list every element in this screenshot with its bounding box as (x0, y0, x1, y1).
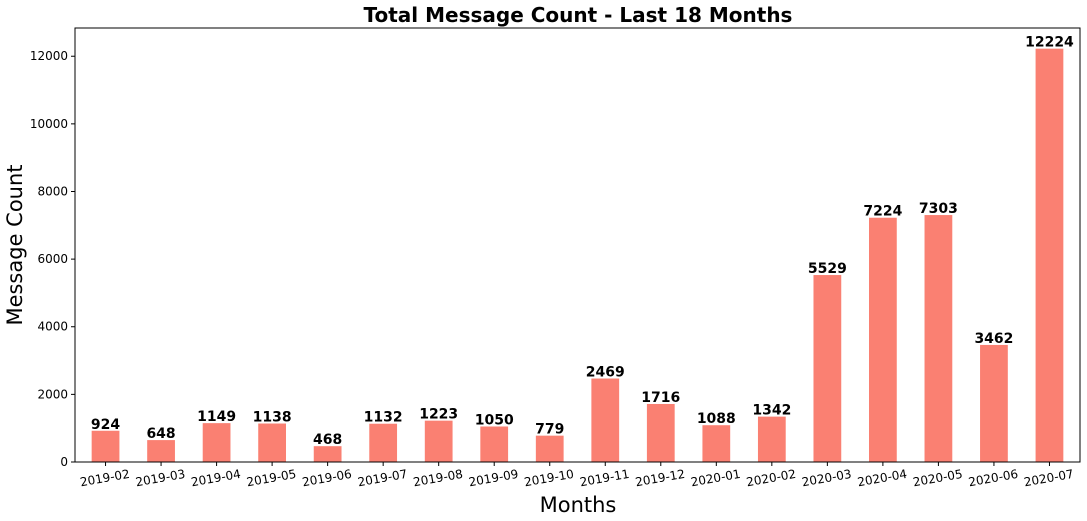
bar-value-label: 648 (146, 426, 175, 442)
x-axis-label: Months (540, 493, 617, 517)
bar-value-label: 1149 (197, 409, 236, 425)
bar-value-label: 468 (313, 432, 342, 448)
x-tick-label: 2019-07 (357, 467, 409, 489)
bar-value-label: 1223 (419, 407, 458, 423)
x-tick-label: 2020-07 (1023, 467, 1075, 489)
bar-value-label: 1132 (364, 410, 403, 426)
bar-value-label: 1050 (475, 412, 514, 428)
bar-2019-06 (313, 446, 342, 462)
x-tick-label: 2020-04 (856, 467, 908, 489)
x-tick-label: 2020-03 (801, 467, 853, 489)
bar-value-label: 3462 (974, 331, 1013, 347)
bar-2020-05 (924, 215, 953, 462)
bar-2019-08 (424, 420, 453, 462)
y-tick-label: 2000 (37, 387, 68, 401)
bar-value-label: 1342 (752, 403, 791, 419)
bar-2019-11 (591, 378, 620, 462)
bar-2020-06 (980, 344, 1008, 462)
bar-2020-02 (757, 416, 786, 462)
x-tick-label: 2019-10 (523, 467, 575, 489)
y-tick-label: 8000 (37, 184, 68, 198)
bar-2019-07 (369, 423, 398, 462)
bar-value-label: 779 (535, 422, 564, 438)
x-tick-label: 2019-09 (468, 467, 520, 489)
bar-2020-03 (813, 275, 842, 462)
bar-2020-01 (702, 425, 731, 462)
bar-2019-09 (480, 426, 509, 462)
x-tick-label: 2019-03 (134, 467, 186, 489)
bar-value-label: 1088 (697, 411, 736, 427)
bar-value-label: 7224 (863, 204, 902, 220)
x-tick-label: 2019-02 (79, 467, 131, 489)
y-axis-label: Message Count (3, 164, 27, 325)
y-tick-label: 12000 (30, 49, 68, 63)
y-tick-label: 6000 (37, 252, 68, 266)
x-tick-label: 2019-06 (301, 467, 353, 489)
bar-value-label: 12224 (1025, 35, 1074, 51)
bar-value-label: 1138 (253, 410, 292, 426)
bar-value-label: 924 (91, 417, 120, 433)
x-tick-label: 2020-01 (690, 467, 742, 489)
bar-2019-10 (535, 435, 564, 462)
chart-title: Total Message Count - Last 18 Months (364, 3, 793, 27)
bar-2019-03 (147, 440, 175, 462)
bar-2020-04 (869, 217, 897, 462)
x-tick-label: 2019-05 (246, 467, 298, 489)
bar-2019-05 (258, 423, 286, 462)
y-tick-label: 0 (60, 455, 68, 469)
bar-2020-07 (1035, 48, 1064, 463)
y-tick-label: 4000 (37, 320, 68, 334)
bar-value-label: 5529 (808, 261, 847, 277)
x-tick-label: 2019-04 (190, 467, 242, 489)
x-tick-label: 2019-12 (634, 467, 686, 489)
y-tick-label: 10000 (30, 117, 68, 131)
x-tick-label: 2020-05 (912, 467, 964, 489)
bar-value-label: 2469 (586, 365, 625, 381)
bar-value-label: 1716 (641, 390, 680, 406)
x-tick-label: 2019-11 (579, 467, 631, 489)
x-tick-label: 2020-06 (967, 467, 1019, 489)
x-tick-label: 2019-08 (412, 467, 464, 489)
bar-value-label: 7303 (919, 201, 958, 217)
bar-2019-04 (202, 423, 231, 462)
plot-frame (74, 27, 1081, 463)
x-tick-label: 2020-02 (745, 467, 797, 489)
bar-2019-12 (646, 403, 675, 462)
bar-2019-02 (91, 430, 120, 462)
